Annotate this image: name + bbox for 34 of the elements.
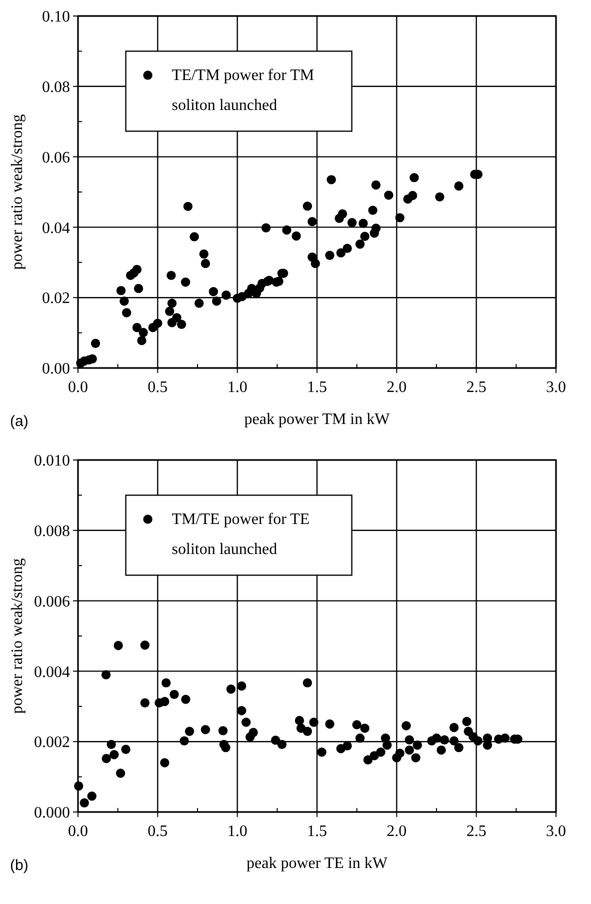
x-tick-label: 0.5 bbox=[148, 823, 168, 840]
x-tick-label: 2.0 bbox=[386, 379, 407, 396]
y-tick-label: 0.00 bbox=[42, 360, 70, 378]
x-tick-label: 2.0 bbox=[386, 823, 407, 840]
y-tick-label: 0.004 bbox=[34, 664, 70, 681]
y-tick-label: 0.002 bbox=[34, 734, 70, 752]
x-tick-label: 0.5 bbox=[148, 379, 168, 396]
legend-label: TE/TM power for TM soliton launched bbox=[172, 67, 314, 114]
y-tick-label: 0.06 bbox=[42, 149, 70, 166]
y-tick-label: 0.000 bbox=[34, 804, 70, 822]
y-tick-label: 0.006 bbox=[34, 593, 70, 610]
text: (b) bbox=[10, 857, 28, 874]
x-tick-label: 0.0 bbox=[68, 823, 88, 840]
y-axis-title: power ratio weak/strong bbox=[9, 558, 26, 714]
x-tick-label: 1.5 bbox=[307, 823, 327, 840]
x-tick-label: 1.5 bbox=[307, 379, 327, 396]
y-axis-title: power ratio weak/strong bbox=[9, 114, 26, 270]
y-tick-label: 0.04 bbox=[42, 220, 70, 237]
x-tick-label: 3.0 bbox=[546, 379, 566, 396]
x-axis-title: peak power TM in kW bbox=[244, 411, 391, 428]
x-axis-title: peak power TE in kW bbox=[246, 855, 388, 872]
y-tick-label: 0.02 bbox=[42, 290, 70, 308]
x-tick-label: 3.0 bbox=[546, 823, 566, 840]
x-tick-label: 0.0 bbox=[68, 379, 88, 396]
y-tick-label: 0.010 bbox=[34, 452, 70, 470]
legend-label: TM/TE power for TE soliton launched bbox=[172, 511, 310, 558]
y-tick-label: 0.008 bbox=[34, 523, 70, 540]
x-tick-label: 2.5 bbox=[466, 379, 486, 396]
x-tick-label: 2.5 bbox=[466, 823, 486, 840]
text: (a) bbox=[10, 413, 28, 430]
y-tick-label: 0.10 bbox=[42, 8, 70, 26]
x-tick-label: 1.0 bbox=[227, 823, 248, 840]
x-tick-label: 1.0 bbox=[227, 379, 248, 396]
y-tick-label: 0.08 bbox=[42, 79, 70, 96]
